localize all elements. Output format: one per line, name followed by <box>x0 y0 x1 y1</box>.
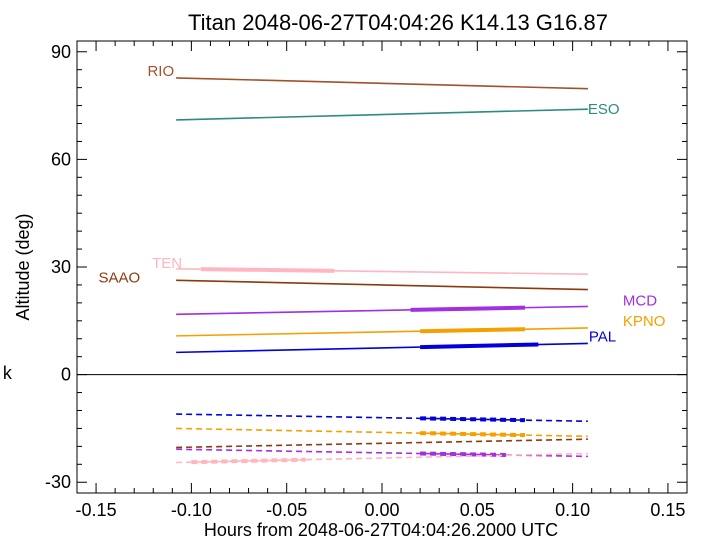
y-tick-label: 60 <box>51 149 71 169</box>
station-label-eso: ESO <box>588 101 620 118</box>
series-line-eso <box>176 108 588 121</box>
dashed-thick-4 <box>191 457 306 465</box>
series-thick-kpno <box>420 327 526 334</box>
dashed-thick-1 <box>420 431 526 438</box>
station-label-rio: RIO <box>147 63 174 80</box>
series-thick-pal <box>420 342 539 350</box>
dashed-thick-0 <box>420 416 526 423</box>
dashed-line-2 <box>176 438 588 449</box>
x-tick-label: 0.15 <box>650 500 685 520</box>
series-line-kpno <box>176 327 588 337</box>
series-line-saao <box>176 279 588 291</box>
y-tick-label: 90 <box>51 42 71 62</box>
series-line-rio <box>176 77 588 90</box>
dashed-line-1 <box>176 427 588 438</box>
x-tick-label: 0.10 <box>555 500 590 520</box>
x-tick-label: -0.15 <box>76 500 117 520</box>
station-label-mcd: MCD <box>623 292 657 309</box>
y-tick-label: 30 <box>51 257 71 277</box>
y-axis-label: Altitude (deg) <box>13 213 33 320</box>
dashed-line-0 <box>176 413 588 423</box>
y-tick-label: 0 <box>61 365 71 385</box>
station-label-kpno: KPNO <box>623 313 666 330</box>
x-tick-label: 0.05 <box>460 500 495 520</box>
series-thick-ten <box>200 267 335 273</box>
side-mark: k <box>2 365 13 385</box>
axes-layer: -0.15 -0.10 -0.05 0.00 0.05 0.10 0.15 -30 0 30 60 9… <box>45 40 688 520</box>
station-label-layer: RIO ESO TEN SAAO MCD KPNO PAL <box>98 63 665 345</box>
x-tick-label: 0.00 <box>364 500 399 520</box>
series-layer <box>176 77 588 354</box>
y-tick-label: -30 <box>45 472 71 492</box>
below-horizon-layer <box>176 413 588 465</box>
station-label-pal: PAL <box>589 328 616 345</box>
x-tick-label: -0.05 <box>266 500 307 520</box>
series-thick-mcd <box>410 305 526 312</box>
dashed-thick-3 <box>420 451 506 457</box>
station-label-ten: TEN <box>152 255 182 272</box>
chart-title: Titan 2048-06-27T04:04:26 K14.13 G16.87 <box>188 10 608 35</box>
x-tick-label: -0.10 <box>171 500 212 520</box>
series-line-mcd <box>176 305 588 316</box>
station-label-saao: SAAO <box>98 269 140 286</box>
dashed-line-4 <box>176 452 588 464</box>
x-axis-label: Hours from 2048-06-27T04:04:26.2000 UTC <box>204 520 558 540</box>
